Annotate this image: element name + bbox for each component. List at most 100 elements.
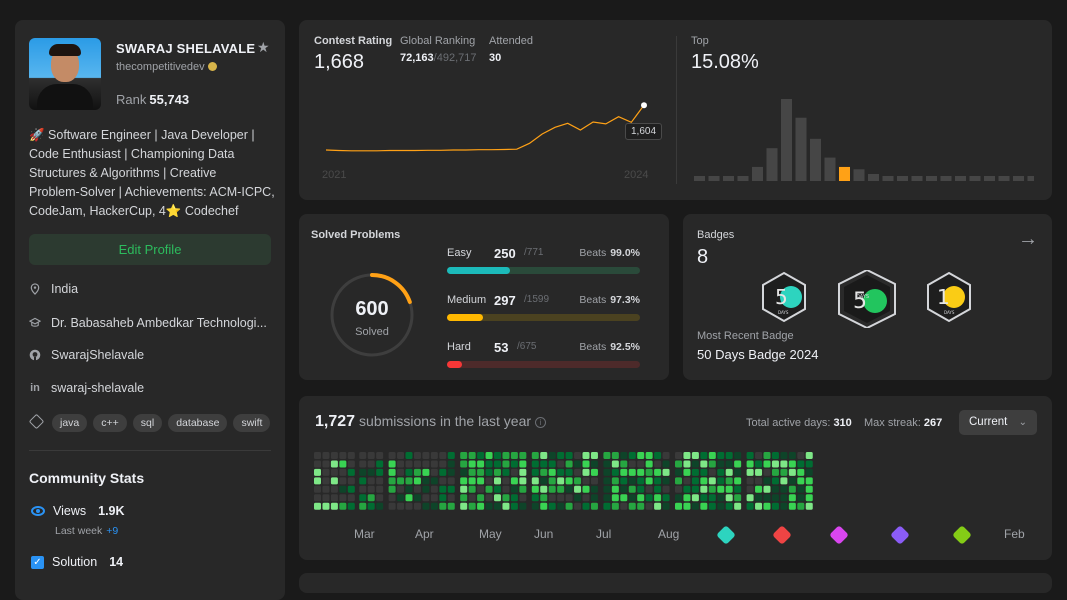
submissions-heading: 1,727 submissions in the last year i — [315, 413, 547, 431]
heatmap-cell — [700, 477, 708, 485]
heatmap-cell — [422, 485, 430, 493]
heatmap-cell — [502, 485, 510, 493]
distribution-bar — [781, 99, 792, 181]
heatmap-cell — [611, 494, 619, 502]
skill-tag[interactable]: database — [168, 414, 228, 432]
heatmap-cell — [485, 460, 493, 468]
heatmap-cell — [645, 485, 653, 493]
heatmap-cell — [388, 494, 396, 502]
heatmap-cell — [405, 485, 413, 493]
info-icon[interactable]: i — [535, 417, 547, 428]
heatmap-cell — [603, 460, 611, 468]
month-label: Jun — [534, 527, 554, 541]
heatmap-cell — [654, 452, 662, 459]
heatmap-cell — [494, 460, 501, 468]
heatmap-cell — [603, 468, 611, 476]
edit-profile-button[interactable]: Edit Profile — [29, 234, 271, 265]
heatmap-cell — [565, 494, 573, 502]
heatmap-cell — [430, 468, 438, 476]
heatmap-cell — [574, 477, 582, 485]
rating-distribution-chart[interactable] — [694, 96, 1034, 182]
heatmap-cell — [405, 494, 413, 502]
heatmap-cell — [468, 477, 476, 485]
hard-count: 53 — [494, 340, 509, 355]
heatmap-cell — [339, 502, 347, 510]
heatmap-cell — [330, 502, 338, 510]
heatmap-cell — [717, 460, 725, 468]
heatmap-cell — [628, 477, 636, 485]
distribution-bar — [868, 173, 879, 181]
heatmap-cell — [460, 502, 468, 510]
heatmap-cell — [675, 494, 682, 502]
easy-beats: Beats 99.0% — [579, 247, 640, 259]
github-link[interactable]: SwarajShelavale — [51, 348, 145, 362]
school-row[interactable]: Dr. Babasaheb Ambedkar Technologi... — [29, 316, 267, 330]
heatmap-cell — [717, 477, 725, 485]
heatmap-cell — [763, 460, 771, 468]
heatmap-cell — [510, 485, 518, 493]
heatmap-cell — [734, 485, 742, 493]
heatmap-cell — [405, 502, 413, 510]
heatmap-cell — [725, 468, 733, 476]
heatmap-cell — [683, 502, 691, 510]
monthly-badge-icon[interactable] — [890, 525, 910, 545]
rating-tooltip: 1,604 — [625, 123, 663, 140]
medium-count: 297 — [494, 293, 516, 308]
medium-label: Medium — [447, 294, 487, 306]
heatmap-cell — [485, 502, 493, 510]
star-icon[interactable]: ★ — [257, 39, 270, 55]
50-days-badge-2024[interactable]: 5 DAYS — [838, 270, 896, 328]
heatmap-cell — [485, 485, 493, 493]
max-streak: Max streak: 267 — [864, 417, 943, 429]
linkedin-link[interactable]: swaraj-shelavale — [51, 381, 145, 395]
heatmap-cell — [519, 460, 527, 468]
submission-heatmap[interactable] — [314, 450, 1039, 522]
heatmap-cell — [557, 485, 565, 493]
skill-tag[interactable]: c++ — [93, 414, 127, 432]
linkedin-row[interactable]: in swaraj-shelavale — [29, 381, 144, 395]
heatmap-cell — [510, 494, 518, 502]
skill-tag[interactable]: sql — [132, 414, 163, 432]
heatmap-cell — [531, 460, 539, 468]
heatmap-cell — [582, 452, 590, 459]
heatmap-cell — [565, 477, 573, 485]
heatmap-cell — [708, 468, 716, 476]
heatmap-cell — [405, 460, 413, 468]
heatmap-cell — [654, 468, 662, 476]
skill-tag[interactable]: java — [52, 414, 88, 432]
heatmap-cell — [645, 494, 653, 502]
badge-list: 5 DAYS 5 DAYS 1 DAYS — [762, 270, 971, 328]
school-text[interactable]: Dr. Babasaheb Ambedkar Technologi... — [51, 316, 267, 330]
heatmap-cell — [683, 460, 691, 468]
heatmap-cell — [755, 460, 763, 468]
monthly-badge-icon[interactable] — [829, 525, 849, 545]
50-days-badge[interactable]: 5 DAYS — [762, 271, 806, 323]
heatmap-cell — [780, 452, 788, 459]
heatmap-cell — [502, 502, 510, 510]
monthly-badge-icon[interactable] — [716, 525, 736, 545]
heatmap-cell — [330, 468, 338, 476]
skill-tag[interactable]: swift — [233, 414, 271, 432]
arrow-right-icon[interactable]: → — [1018, 228, 1038, 250]
rating-point — [641, 102, 647, 109]
profile-card: SWARAJ SHELAVALE ★ thecompetitivedev Ran… — [15, 20, 285, 600]
heatmap-cell — [637, 477, 645, 485]
heatmap-cell — [683, 452, 691, 459]
100-days-badge[interactable]: 1 DAYS — [927, 271, 971, 323]
year-select[interactable]: Current ⌄ — [959, 410, 1037, 435]
avatar[interactable] — [29, 38, 101, 110]
github-row[interactable]: SwarajShelavale — [29, 348, 144, 362]
monthly-badge-icon[interactable] — [772, 525, 792, 545]
heatmap-cell — [763, 494, 771, 502]
heatmap-cell — [494, 494, 501, 502]
heatmap-cell — [582, 485, 590, 493]
badges-count: 8 — [697, 246, 709, 268]
monthly-badge-icon[interactable] — [952, 525, 972, 545]
solved-ring[interactable] — [329, 272, 415, 358]
rating-history-chart[interactable]: 2021 2024 — [314, 98, 659, 186]
heatmap-cell — [780, 460, 788, 468]
heatmap-cell — [531, 494, 539, 502]
heatmap-cell — [708, 485, 716, 493]
heatmap-cell — [347, 460, 355, 468]
heatmap-cell — [388, 502, 396, 510]
